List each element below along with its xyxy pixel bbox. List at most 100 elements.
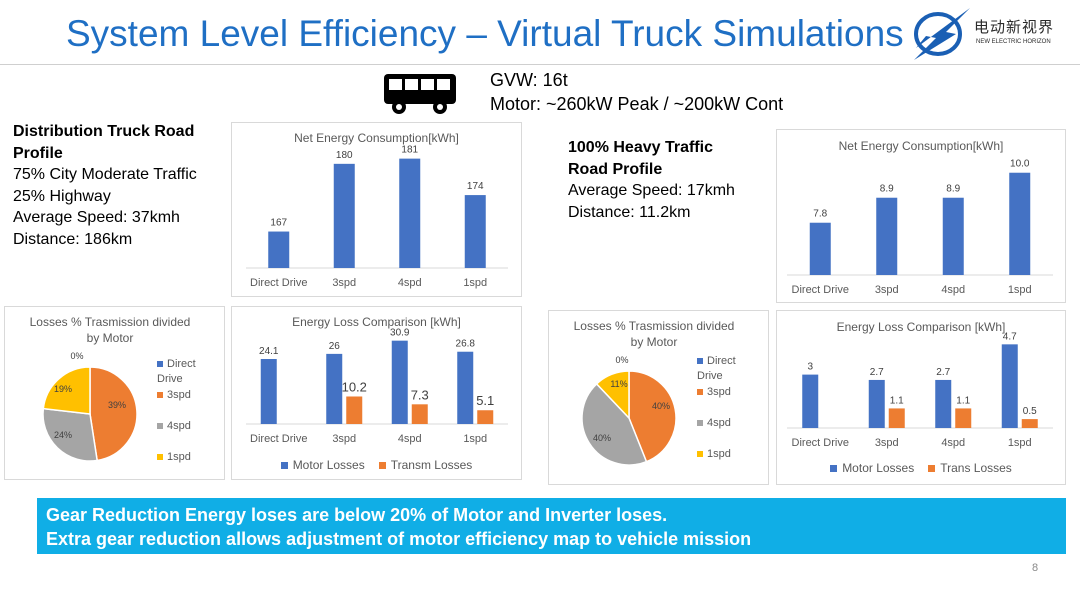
bus-icon [384,74,456,114]
distribution-profile: Distribution Truck Road Profile 75% City… [13,121,197,250]
category-label: 3spd [332,433,357,445]
chart-plot: 24.1 26 10.2 30.9 7.3 26.8 5.1 [246,328,508,425]
profile-heading-line: Road Profile [568,160,663,178]
lightning-globe-logo-icon [914,8,970,60]
category-label: 3spd [874,284,899,296]
data-label: 1.1 [956,395,970,406]
page-number: 8 [1032,562,1039,574]
legend-item: 1spd [157,450,215,465]
category-label: 3spd [874,437,899,449]
category-label: Direct Drive [250,433,308,445]
legend-swatch [157,423,163,430]
bar-value [399,158,421,268]
legend-item: 4spd [697,416,755,431]
chart-title: by Motor [86,331,134,345]
bar-transm-losses [346,396,363,424]
heavy-traffic-profile: 100% Heavy Traffic Road Profile Average … [568,137,735,223]
profile-heading-line: Profile [13,144,63,162]
data-label: 2.7 [936,367,950,378]
profile-line: Distance: 186km [13,230,133,248]
slice-label: 39% [108,400,126,410]
legend-label: Direct Drive [157,358,196,385]
title-divider [0,64,1080,65]
category-label: Direct Drive [250,277,308,289]
slice-label: 0% [70,351,83,361]
data-label: 0.5 [1023,406,1037,417]
profile-line: Average Speed: 37kmh [13,209,180,226]
data-label: 174 [467,181,484,192]
legend-label: 1spd [707,448,731,460]
energy-loss-chart-right: Energy Loss Comparison [kWh] 3 2.7 1.1 2.7 1.… [776,310,1066,485]
bar-motor-losses [868,379,885,428]
legend-swatch [157,392,163,399]
category-label: 3spd [332,277,357,289]
legend-item: Motor Losses [280,458,365,472]
slide-title: System Level Efficiency – Virtual Truck … [66,13,904,54]
banner-line: Extra gear reduction allows adjustment o… [46,529,752,549]
data-label: 4.7 [1003,331,1017,342]
legend-label: 4spd [707,417,731,429]
pie-slice [89,366,138,462]
data-label: 181 [401,145,418,156]
data-label: 10.2 [342,379,367,394]
category-label: 4spd [397,277,422,289]
bar-trans-losses [888,408,905,428]
chart-legend: Motor Losses Transm Losses [232,458,521,472]
bar-value [809,222,831,275]
bar-transm-losses [411,404,428,424]
company-logo: 电动新视界 NEW ELECTRIC HORIZON [912,4,1077,60]
bar-value [1009,172,1031,275]
legend-label: Motor Losses [842,461,915,475]
data-label: 180 [336,150,353,161]
pie-slice [628,370,677,463]
bar-value [464,195,486,268]
legend-swatch [697,451,703,458]
pie-slice [581,382,648,466]
bar-motor-losses [260,359,277,424]
data-label: 10.0 [1010,159,1030,170]
bar-transm-losses [477,410,494,424]
energy-loss-chart-left: Energy Loss Comparison [kWh] 24.1 26 10.2 30… [231,306,522,480]
legend-item: Direct Drive [157,357,215,387]
legend-label: Trans Losses [940,461,1012,475]
legend-label: 4spd [167,420,191,432]
logo-text-en: NEW ELECTRIC HORIZON [976,39,1051,45]
chart-title: by Motor [630,335,678,349]
legend-swatch [697,389,703,396]
chart-title: Losses % Trasmission divided [29,315,191,329]
legend-item: 1spd [697,447,755,462]
slice-label: 19% [54,384,72,394]
chart-title: Net Energy Consumption[kWh] [294,131,459,145]
legend-swatch [830,465,838,473]
category-label: 1spd [1007,437,1032,449]
profile-line: 25% Highway [13,187,111,205]
profile-heading-line: 100% Heavy Traffic [568,139,713,156]
pie-slice [42,407,99,462]
legend-swatch [697,358,703,365]
legend-swatch [157,361,163,368]
bar-value [268,231,290,268]
data-label: 167 [270,218,287,229]
legend-label: 3spd [167,389,191,401]
bar-motor-losses [326,353,343,424]
chart-title: Energy Loss Comparison [kWh] [292,315,461,329]
legend-label: Motor Losses [292,458,365,472]
slice-label: 24% [54,430,72,440]
chart-legend: Motor Losses Trans Losses [777,461,1065,475]
data-label: 2.7 [870,367,884,378]
legend-item: Motor Losses [830,461,914,475]
losses-pie-chart-right: Losses % Trasmission divided by Motor 0% 40… [548,310,769,485]
profile-heading-line: Distribution Truck Road [13,123,195,140]
data-label: 24.1 [259,346,279,357]
data-label: 3 [807,362,813,373]
vehicle-motor: Motor: ~260kW Peak / ~200kW Cont [490,94,784,114]
conclusion-banner: Gear Reduction Energy loses are below 20… [37,498,1066,554]
data-label: 30.9 [390,328,410,339]
category-label: 4spd [941,437,966,449]
profile-line: Distance: 11.2km [568,203,691,221]
profile-line: 75% City Moderate Traffic [13,166,197,183]
data-label: 8.9 [880,184,894,195]
pie-slice [42,366,91,415]
pie-plot: 0% 40% 40% 11% [581,355,677,466]
legend-item: 4spd [157,419,215,434]
